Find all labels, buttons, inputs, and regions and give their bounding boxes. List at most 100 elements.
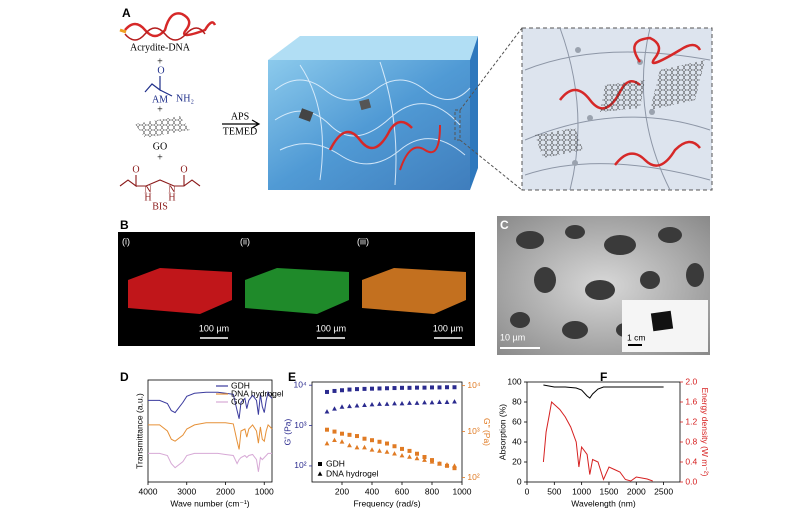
data-point: [392, 401, 397, 406]
data-point: [392, 444, 397, 449]
y-axis-label: Absorption (%): [497, 404, 507, 460]
y-tick-label: 1.6: [685, 396, 697, 406]
atom: O: [157, 65, 164, 76]
data-point: [452, 466, 457, 471]
data-point: [415, 385, 419, 390]
data-line: [148, 452, 272, 472]
data-point: [400, 385, 404, 390]
data-point: [429, 459, 435, 464]
atom: NH₂: [176, 93, 194, 104]
x-tick-label: 2000: [216, 486, 235, 496]
data-line: [148, 390, 273, 419]
data-point: [354, 444, 360, 450]
y-axis-label: Transmittance (a.u.): [134, 393, 144, 469]
confocal-block: [362, 268, 466, 314]
data-line: [148, 422, 273, 450]
data-point: [452, 463, 457, 468]
x-axis-label: Wavelength (nm): [571, 498, 636, 508]
zoom-lines: [454, 27, 523, 191]
data-point: [437, 399, 442, 404]
data-line: [542, 401, 653, 482]
data-point: [437, 461, 442, 466]
y-tick-label: 100: [507, 376, 521, 386]
subpanel-label: (iii): [357, 236, 369, 246]
panel-label: A: [122, 6, 131, 20]
data-point: [407, 448, 412, 453]
data-point: [407, 400, 412, 405]
data-point: [354, 403, 360, 408]
reagent: GO: [153, 141, 167, 152]
confocal-block: [128, 268, 232, 314]
scale-text: 100 µm: [199, 323, 229, 333]
data-point: [369, 447, 375, 452]
data-point: [392, 386, 397, 391]
bis-structure: [119, 175, 201, 188]
legend-label: GDH: [326, 458, 345, 468]
y2-axis-label: Energy density (W m⁻²): [700, 387, 710, 476]
dna-illustration: [119, 12, 217, 41]
atom: O: [180, 164, 187, 175]
data-point: [370, 386, 374, 391]
reaction-arrow: [222, 119, 261, 129]
y-tick-label: 60: [512, 416, 522, 426]
data-point: [399, 453, 405, 458]
data-point: [415, 451, 419, 456]
y-tick-label: 10³: [467, 426, 479, 436]
data-point: [324, 440, 330, 446]
data-point: [347, 403, 352, 409]
x-tick-label: 1000: [453, 486, 472, 496]
data-point: [340, 388, 344, 393]
x-tick-label: 600: [395, 486, 409, 496]
y-tick-label: 10⁴: [293, 379, 306, 389]
legend-label: GO: [231, 396, 245, 406]
panel-label: F: [600, 370, 607, 384]
data-point: [414, 455, 420, 461]
data-point: [392, 451, 397, 456]
reagent: AM: [152, 94, 168, 105]
atom: O: [132, 164, 139, 175]
scale-text: 100 µm: [433, 323, 463, 333]
data-point: [407, 454, 412, 459]
y-tick-label: 0: [517, 476, 522, 486]
y-tick-label: 10⁴: [467, 380, 480, 390]
data-point: [422, 454, 427, 459]
y-tick-label: 10³: [294, 420, 306, 430]
x-tick-label: 4000: [139, 486, 158, 496]
x-axis-label: Wave number (cm⁻¹): [170, 498, 249, 508]
legend-label: DNA hydrogel: [326, 468, 379, 478]
legend-label: DNA hydrogel: [231, 388, 284, 398]
x-tick-label: 200: [335, 486, 349, 496]
x-tick-label: 2000: [627, 486, 646, 496]
y-tick-label: 80: [512, 396, 522, 406]
data-point: [339, 439, 345, 444]
data-point: [444, 462, 450, 467]
panel-label: D: [120, 370, 129, 384]
plot-frame: [526, 381, 681, 483]
data-point: [362, 386, 367, 391]
data-point: [332, 388, 337, 393]
data-line: [543, 384, 664, 399]
hydrogel-sample: [650, 310, 674, 332]
data-point: [347, 442, 352, 448]
data-point: [429, 400, 435, 405]
data-point: [452, 385, 457, 390]
data-point: [332, 437, 337, 442]
data-point: [377, 401, 382, 406]
data-point: [377, 386, 382, 391]
atom: N: [144, 184, 151, 195]
data-point: [324, 409, 330, 414]
data-point: [340, 431, 344, 436]
x-axis-label: Frequency (rad/s): [353, 498, 420, 508]
subpanel-label: (ii): [240, 236, 250, 246]
data-point: [332, 429, 337, 434]
go-sheet: [135, 116, 190, 138]
data-point: [444, 399, 450, 404]
x-tick-label: 0: [525, 486, 530, 496]
scale-text: 100 µm: [316, 323, 346, 333]
legend-swatch: [318, 462, 322, 466]
data-point: [325, 427, 329, 432]
y-tick-label: 0.4: [685, 456, 697, 466]
data-point: [430, 385, 434, 390]
plus: +: [157, 56, 163, 67]
